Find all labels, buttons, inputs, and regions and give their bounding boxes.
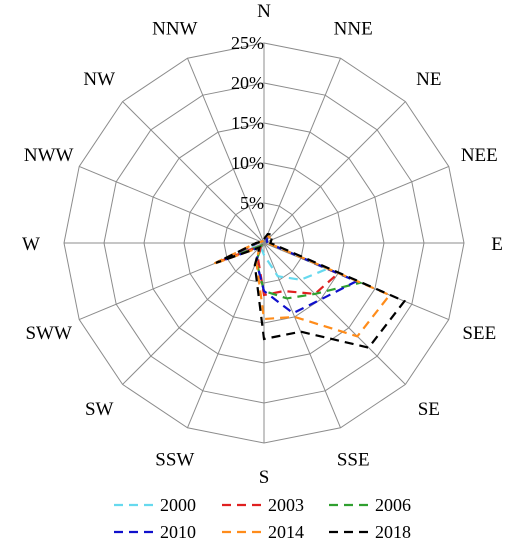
spoke-se [263, 242, 406, 385]
series-2018 [215, 232, 407, 349]
spoke-ssw [186, 242, 265, 428]
radial-tick-label-15: 15% [231, 113, 264, 133]
legend: 2000 2003 2006 2010 2014 2018 [114, 495, 411, 542]
data-series-group [211, 232, 407, 349]
legend-label-2006: 2006 [375, 495, 411, 515]
direction-label-nw: NW [83, 69, 115, 90]
direction-label-sse: SSE [337, 449, 370, 470]
direction-label-ssw: SSW [155, 449, 194, 470]
spoke-nww [79, 165, 265, 244]
direction-label-e: E [491, 234, 503, 255]
series-2014 [211, 234, 392, 338]
spoke-nnw [186, 58, 265, 244]
direction-label-sww: SWW [25, 323, 72, 344]
direction-label-nne: NNE [334, 19, 373, 40]
direction-labels: N NNE NE NEE E SEE SE SSE S SSW SW SWW W NWW NW NNW [22, 1, 503, 488]
direction-label-w: W [22, 234, 40, 255]
legend-label-2000: 2000 [160, 495, 196, 515]
spoke-ne [263, 101, 406, 244]
legend-label-2003: 2003 [268, 495, 304, 515]
direction-label-n: N [257, 1, 271, 22]
radial-tick-label-25: 25% [231, 33, 264, 53]
direction-label-see: SEE [462, 323, 496, 344]
direction-label-nnw: NNW [152, 19, 197, 40]
direction-label-s: S [259, 467, 270, 488]
spoke-sw [122, 242, 265, 385]
direction-label-sw: SW [85, 399, 114, 420]
series-2010 [215, 235, 359, 315]
direction-label-nww: NWW [24, 145, 74, 166]
spoke-nne [263, 58, 342, 244]
radial-tick-label-5: 5% [240, 193, 264, 213]
legend-label-2018: 2018 [375, 522, 411, 542]
radial-tick-labels: 5% 10% 15% 20% 25% [231, 33, 264, 213]
direction-label-nee: NEE [461, 145, 498, 166]
spoke-nw [122, 101, 265, 244]
direction-label-se: SE [418, 399, 440, 420]
legend-label-2014: 2014 [268, 522, 304, 542]
radial-tick-label-20: 20% [231, 73, 264, 93]
legend-label-2010: 2010 [160, 522, 196, 542]
spoke-nee [263, 165, 449, 244]
direction-label-ne: NE [416, 69, 441, 90]
radial-tick-label-10: 10% [231, 153, 264, 173]
radar-spokes [64, 43, 464, 443]
